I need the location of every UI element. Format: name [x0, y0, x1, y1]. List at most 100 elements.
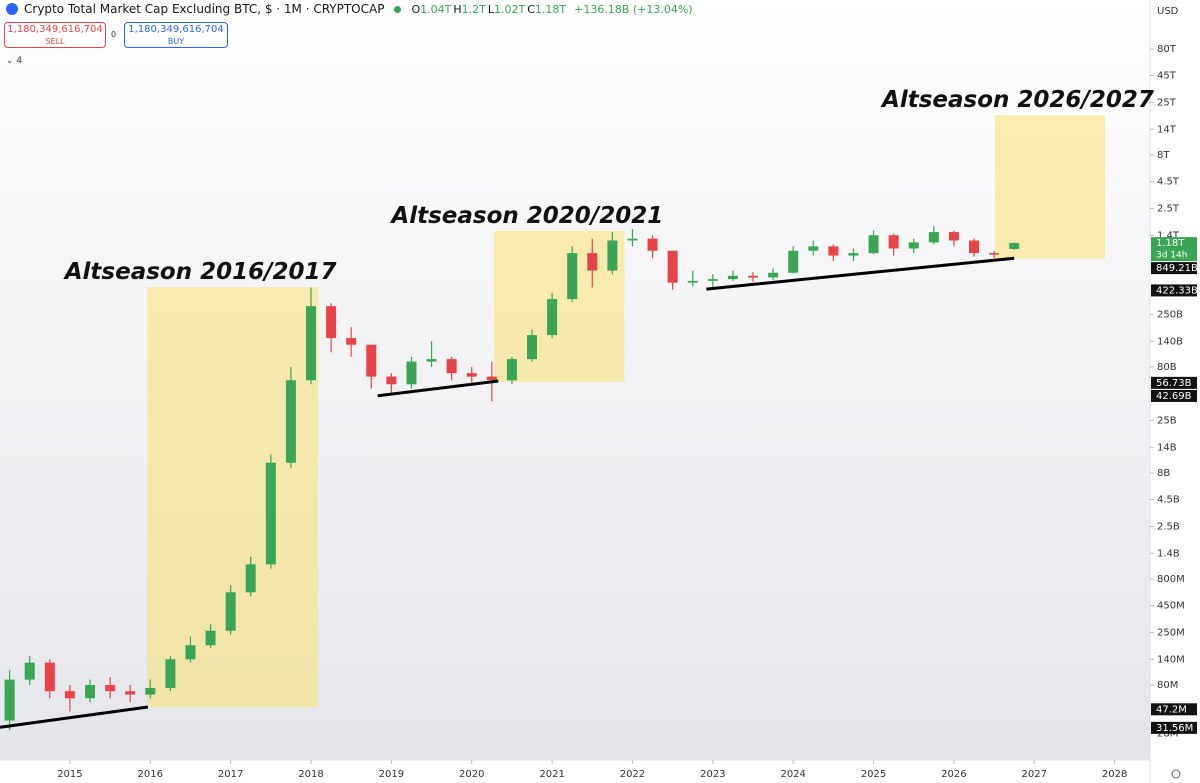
candle-body — [527, 335, 538, 360]
y-tick-label: 80B — [1157, 362, 1177, 373]
price-label-bg — [1151, 237, 1197, 262]
ohlc-key: C — [527, 3, 535, 16]
annotation-label: Altseason 2020/2021 — [389, 203, 663, 229]
candle-body — [748, 275, 759, 278]
y-tick-label: 8B — [1157, 468, 1170, 479]
annotation-label: Altseason 2016/2017 — [63, 259, 337, 285]
candle-body — [868, 235, 879, 254]
candle-body — [989, 253, 1000, 255]
price-label: 47.2M — [1156, 704, 1187, 715]
y-tick-label: 45T — [1157, 71, 1177, 82]
candle-body — [707, 279, 718, 281]
x-tick-label: 2020 — [459, 769, 484, 780]
candle-body — [969, 240, 980, 254]
candle-body — [366, 344, 377, 377]
buy-label: BUY — [167, 37, 185, 46]
sell-price: 1,180,349,616,704 — [7, 24, 103, 35]
candle-body — [426, 359, 437, 362]
spread: 0 — [111, 30, 117, 39]
price-label-bg — [1151, 262, 1197, 275]
candle-body — [727, 275, 738, 280]
highlight-box — [147, 287, 319, 708]
y-tick-label: 80T — [1157, 44, 1177, 55]
price-label: 31.56M — [1156, 723, 1193, 734]
x-tick-label: 2028 — [1102, 769, 1127, 780]
highlight-box — [494, 230, 625, 383]
candle-body — [306, 306, 317, 381]
candle-body — [205, 630, 216, 646]
trendline — [706, 256, 1015, 291]
y-tick-label: 800M — [1157, 574, 1185, 585]
y-tick-label: 140M — [1157, 654, 1185, 665]
candle-body — [486, 376, 497, 381]
candle-body — [607, 240, 618, 271]
y-tick-label: 14B — [1157, 442, 1177, 453]
y-tick-label: 25T — [1157, 98, 1177, 109]
buy-button[interactable]: 1,180,349,616,704 BUY — [124, 22, 228, 48]
y-tick-label: 4.5B — [1157, 495, 1180, 506]
candle-body — [788, 250, 799, 273]
y-tick-label: 2.5B — [1157, 522, 1180, 533]
candle-body — [165, 659, 176, 689]
x-tick-label: 2019 — [379, 769, 404, 780]
candle-body — [848, 253, 859, 256]
y-tick-label: 25B — [1157, 416, 1177, 427]
candle-body — [567, 253, 578, 300]
candle-body — [125, 691, 136, 695]
y-tick-label: 14T — [1157, 124, 1177, 135]
logo — [6, 3, 18, 15]
y-tick-label: 250M — [1157, 628, 1185, 639]
candle-body — [506, 359, 517, 381]
change: +136.18B (+13.04%) — [574, 2, 693, 16]
candle-body — [667, 250, 678, 283]
price-label: 56.73B — [1156, 378, 1192, 389]
time-axis — [0, 760, 1150, 783]
trendline — [0, 705, 149, 729]
sell-label: SELL — [45, 37, 65, 46]
candle-body — [908, 242, 919, 249]
indicators-toggle[interactable]: ⌄ 4 — [6, 56, 23, 66]
candle-body — [687, 280, 698, 283]
y-tick-label: 140B — [1157, 336, 1183, 347]
candle-body — [24, 662, 35, 680]
candle-body — [225, 592, 236, 631]
ohlc-value: 1.02T — [493, 3, 526, 16]
countdown: 3d 14h — [1156, 251, 1187, 261]
sell-button[interactable]: 1,180,349,616,704 SELL — [4, 22, 106, 48]
candle-body — [326, 306, 337, 339]
ohlc-value: 1.04T — [420, 3, 452, 16]
candle-body — [828, 246, 839, 256]
candle-body — [627, 238, 638, 241]
candle-body — [466, 373, 477, 377]
price-label-bg — [1151, 721, 1197, 734]
x-tick-label: 2015 — [57, 769, 82, 780]
ohlc-key: O — [411, 3, 421, 16]
candle-body — [245, 564, 256, 593]
x-tick-label: 2016 — [138, 769, 163, 780]
ohlc-value: 1.2T — [461, 3, 486, 16]
x-tick-label: 2017 — [218, 769, 243, 780]
ohlc-key: L — [487, 3, 494, 16]
candle-body — [948, 232, 959, 241]
indicator-count: 4 — [16, 56, 23, 66]
candle-body — [808, 246, 819, 251]
candle-body — [647, 238, 658, 251]
candle-body — [285, 380, 296, 463]
x-tick-label: 2023 — [700, 769, 725, 780]
y-tick-label: 2.5T — [1157, 204, 1180, 215]
annotation-label: Altseason 2026/2027 — [880, 87, 1154, 113]
price-label-bg — [1151, 284, 1197, 297]
y-tick-label: 80M — [1157, 680, 1178, 691]
price-label-bg — [1151, 703, 1197, 716]
price-label-bg — [1151, 389, 1197, 402]
candle-body — [145, 688, 156, 695]
y-tick-label: 250B — [1157, 310, 1183, 321]
candle-body — [1009, 243, 1020, 249]
price-label: 849.21B — [1156, 263, 1198, 274]
y-tick-label: 4.5T — [1157, 177, 1180, 188]
x-tick-label: 2021 — [539, 769, 564, 780]
candle-body — [386, 376, 397, 385]
settings-icon[interactable] — [1171, 769, 1181, 779]
candle-body — [547, 299, 558, 336]
